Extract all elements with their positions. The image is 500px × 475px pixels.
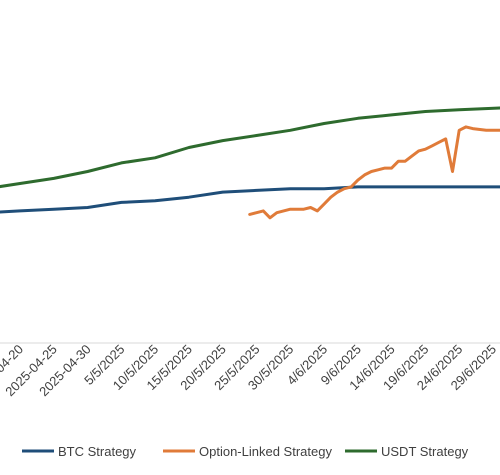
x-axis-tick-labels: 2025-04-202025-04-252025-04-305/5/202510… [0,342,499,400]
series-line-usdt-strategy [0,106,500,189]
legend-label: Option-Linked Strategy [199,444,332,459]
series-layer [0,106,500,220]
series-line-option-linked-strategy [248,125,500,220]
legend-label: BTC Strategy [58,444,137,459]
legend: BTC Strategy Option-Linked Strategy USDT S… [22,444,469,459]
legend-label: USDT Strategy [381,444,469,459]
plot-area [0,106,500,344]
series-line-btc-strategy [0,185,500,214]
